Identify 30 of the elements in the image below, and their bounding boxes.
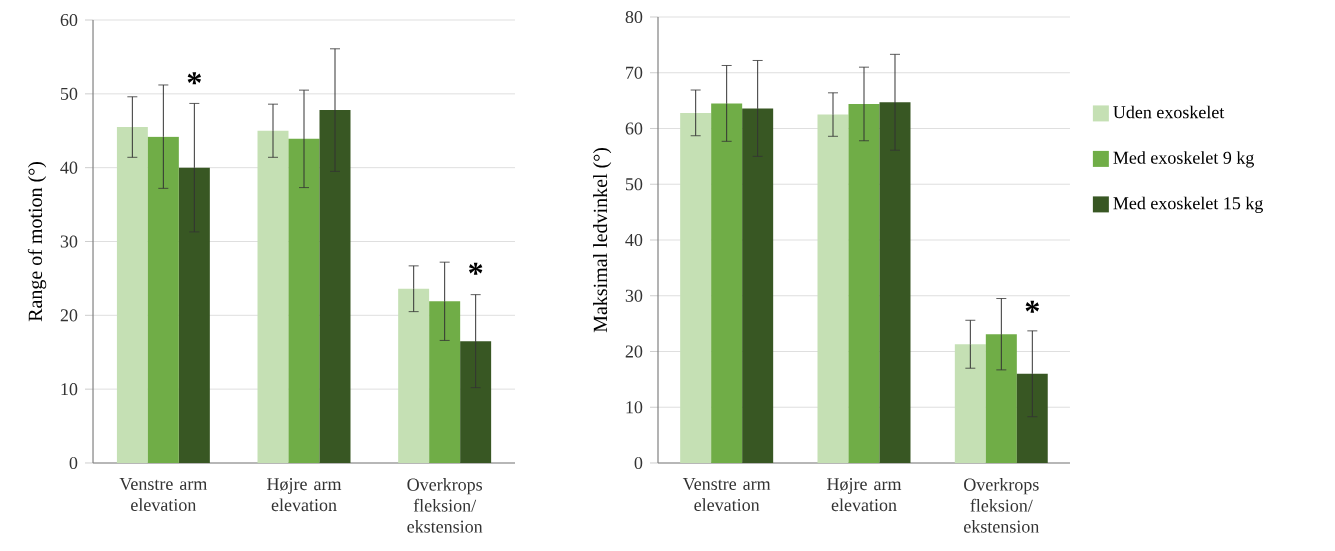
x-tick-label: Højre arm elevation [267, 478, 342, 512]
x-tick-label: Overkrops fleksion/ ekstension [964, 478, 1040, 533]
x-tick-label: Højre arm elevation [827, 478, 902, 512]
y-tick-label: 20 [60, 309, 78, 322]
x-tick-label: Venstre arm elevation [682, 478, 771, 512]
y-tick-label: 20 [625, 345, 643, 358]
legend-label: Med exoskelet 9 kg [1113, 151, 1254, 168]
y-axis-title: Range of motion (°) [27, 162, 47, 322]
y-axis-title: Maksimal ledvinkel (°) [593, 148, 612, 333]
y-tick-label: 50 [60, 87, 78, 100]
y-tick-label: 60 [60, 13, 78, 27]
y-tick-label: 40 [60, 161, 78, 174]
annotation: * [187, 72, 202, 85]
y-tick-label: 0 [69, 456, 78, 470]
legend-label: Uden exoskelet [1113, 105, 1225, 119]
annotation: * [468, 262, 483, 275]
y-tick-label: 10 [61, 383, 78, 396]
y-tick-label: 40 [625, 233, 643, 247]
y-tick-label: 80 [625, 10, 643, 24]
y-tick-label: 50 [625, 178, 643, 191]
y-tick-label: 30 [60, 235, 78, 248]
annotation: * [1025, 300, 1040, 313]
x-tick-label: Venstre arm elevation [119, 478, 208, 512]
y-tick-label: 60 [625, 122, 643, 135]
y-tick-label: 10 [626, 401, 643, 414]
y-tick-label: 30 [625, 289, 643, 302]
y-tick-label: 70 [626, 66, 643, 79]
x-tick-label: Overkrops fleksion/ ekstension [407, 478, 483, 533]
y-tick-label: 0 [634, 456, 643, 470]
legend-label: Med exoskelet 15 kg [1113, 196, 1263, 214]
